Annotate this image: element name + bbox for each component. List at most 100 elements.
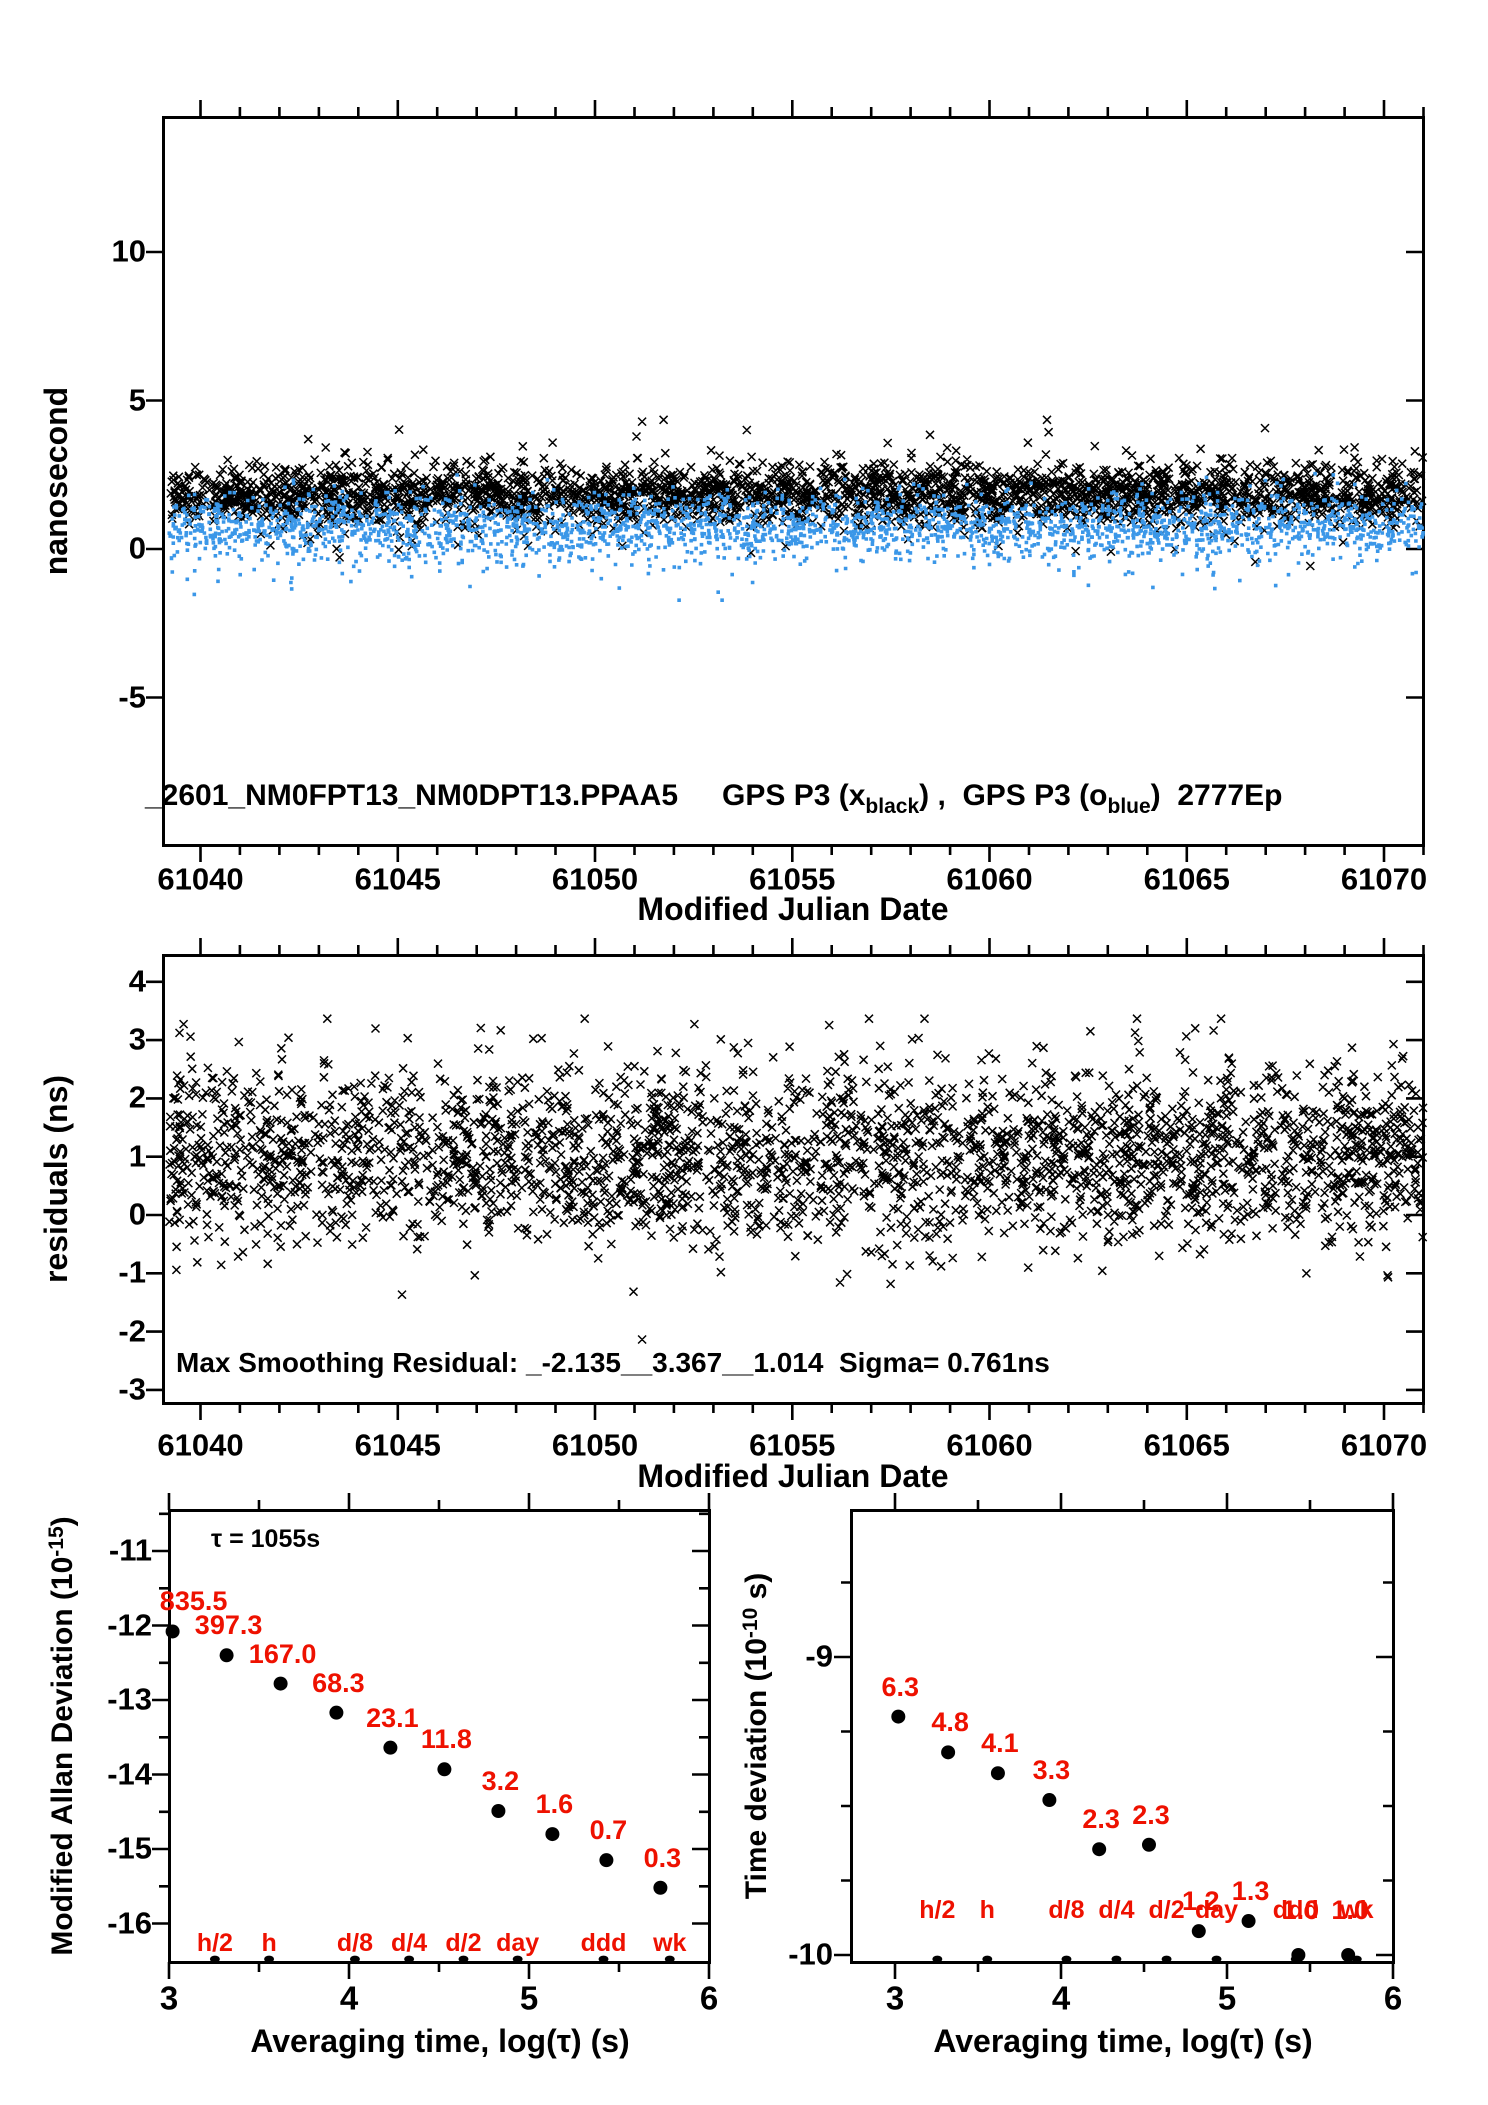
x-tick-label: 61055 bbox=[749, 861, 836, 897]
y-tick-label: -10 bbox=[788, 1936, 833, 1972]
y-tick-label: 4 bbox=[128, 963, 146, 999]
point-value-label: 4.8 bbox=[931, 1707, 969, 1738]
y-tick-label: 0 bbox=[128, 530, 146, 566]
x-tick-label: 61060 bbox=[946, 861, 1033, 897]
tdev-y-axis-title: Time deviation (10-10 s) bbox=[738, 1573, 773, 1900]
y-tick-label: 1 bbox=[128, 1138, 146, 1174]
y-tick-label: 10 bbox=[111, 233, 146, 269]
data-point bbox=[383, 1740, 398, 1755]
tau-marker-dot bbox=[349, 1955, 360, 1963]
tau-marker-label: h bbox=[979, 1895, 995, 1924]
data-point bbox=[1291, 1948, 1306, 1962]
tau-marker-label: ddd bbox=[580, 1928, 627, 1957]
tau-marker-label: d/4 bbox=[391, 1928, 428, 1957]
data-point bbox=[491, 1804, 506, 1819]
tau-marker-label: d/8 bbox=[1048, 1895, 1085, 1924]
y-tick-label: 5 bbox=[128, 382, 146, 418]
tau-marker-dot bbox=[264, 1955, 275, 1963]
data-point bbox=[437, 1762, 452, 1777]
y-tick-label: -1 bbox=[118, 1255, 146, 1291]
phase-title: _2601_NM0FPT13_NM0DPT13.PPAA5 GPS P3 (xbl… bbox=[145, 779, 1282, 818]
data-point bbox=[165, 1624, 180, 1639]
phase-y-axis-title: nanosecond bbox=[38, 386, 75, 576]
tau-marker-label: h/2 bbox=[919, 1895, 956, 1924]
point-value-label: 3.2 bbox=[481, 1765, 520, 1796]
axis-ticks bbox=[146, 100, 1425, 862]
y-tick-label: -13 bbox=[107, 1681, 152, 1717]
data-point bbox=[273, 1676, 288, 1691]
tau-marker-dot bbox=[209, 1955, 220, 1963]
tau-marker-label: d/2 bbox=[1148, 1895, 1185, 1924]
tau-marker-dot bbox=[404, 1955, 415, 1963]
point-value-label: 3.3 bbox=[1032, 1754, 1071, 1785]
mdev-y-title-close: ) bbox=[45, 1516, 79, 1527]
data-point bbox=[1042, 1793, 1057, 1808]
tdev-plot-area bbox=[849, 1508, 1395, 1964]
x-tick-label: 4 bbox=[339, 1979, 359, 2017]
mdev-tau-annotation: τ = 1055s bbox=[211, 1525, 321, 1553]
tdev-y-title-base: Time deviation (10 bbox=[739, 1638, 773, 1900]
x-tick-label: 61060 bbox=[946, 1427, 1033, 1463]
x-tick-label: 5 bbox=[1217, 1979, 1237, 2017]
y-tick-label: -11 bbox=[108, 1532, 152, 1568]
data-point bbox=[990, 1766, 1005, 1781]
x-tick-label: 61070 bbox=[1340, 1427, 1428, 1463]
y-tick-label: 3 bbox=[128, 1021, 146, 1057]
y-tick-label: -15 bbox=[107, 1830, 152, 1866]
tdev-x-axis-title: Averaging time, log(τ) (s) bbox=[933, 2023, 1313, 2060]
y-tick-label: -12 bbox=[107, 1607, 152, 1643]
x-tick-label: 61065 bbox=[1143, 1427, 1230, 1463]
axis-ticks bbox=[146, 938, 1425, 1420]
tau-marker-label: wk bbox=[1340, 1895, 1374, 1924]
y-tick-label: -2 bbox=[118, 1313, 146, 1349]
tau-marker-dot bbox=[982, 1955, 993, 1963]
phase-x-axis-title: Modified Julian Date bbox=[637, 891, 949, 928]
tdev-y-title-sup: -10 bbox=[738, 1607, 762, 1639]
tau-marker-dot bbox=[1161, 1955, 1172, 1963]
x-tick-label: 61045 bbox=[354, 861, 441, 897]
tau-marker-label: h bbox=[261, 1928, 277, 1957]
phase-title-sub-black: black bbox=[865, 795, 920, 818]
point-value-label: 0.3 bbox=[643, 1842, 682, 1873]
point-value-label: 6.3 bbox=[881, 1671, 920, 1702]
y-tick-label: -9 bbox=[805, 1638, 833, 1674]
x-tick-label: 4 bbox=[1051, 1979, 1071, 2017]
tau-marker-label: d/2 bbox=[445, 1928, 482, 1957]
scatter-x-markers bbox=[164, 1014, 1428, 1345]
point-value-label: 1.2 bbox=[1181, 1885, 1220, 1916]
point-value-label: 1.0 bbox=[1331, 1894, 1369, 1925]
y-tick-label: -16 bbox=[107, 1905, 152, 1941]
data-point bbox=[1092, 1842, 1107, 1857]
point-value-label: 397.3 bbox=[194, 1610, 263, 1641]
axis-ticks bbox=[152, 1493, 711, 1979]
x-tick-label: 5 bbox=[519, 1979, 539, 2017]
data-point bbox=[219, 1648, 234, 1663]
point-value-label: 2.3 bbox=[1132, 1799, 1170, 1830]
mdev-y-title-base: Modified Allan Deviation (10 bbox=[45, 1556, 79, 1956]
x-tick-label: 6 bbox=[699, 1979, 719, 2017]
point-value-label: 1.3 bbox=[1231, 1875, 1270, 1906]
tau-marker-dot bbox=[458, 1955, 469, 1963]
point-value-label: 1.6 bbox=[535, 1788, 574, 1819]
tau-marker-dot bbox=[598, 1955, 609, 1963]
scatter-square-markers bbox=[167, 471, 1425, 602]
data-point bbox=[1141, 1837, 1156, 1852]
point-value-label: 1.0 bbox=[1281, 1894, 1320, 1925]
y-tick-label: 0 bbox=[128, 1196, 146, 1232]
x-tick-label: 61040 bbox=[157, 861, 244, 897]
point-value-label: 11.8 bbox=[420, 1724, 472, 1755]
point-value-label: 167.0 bbox=[248, 1638, 317, 1669]
x-tick-label: 3 bbox=[159, 1979, 179, 2017]
data-point bbox=[545, 1827, 560, 1842]
tau-marker-dot bbox=[1061, 1955, 1072, 1963]
x-tick-label: 3 bbox=[885, 1979, 905, 2017]
tau-marker-label: day bbox=[1194, 1895, 1239, 1924]
x-tick-label: 61045 bbox=[354, 1427, 441, 1463]
phase-title-series1: GPS P3 (x bbox=[722, 779, 866, 812]
point-value-label: 23.1 bbox=[366, 1702, 419, 1733]
phase-title-tail: ) 2777Ep bbox=[1150, 779, 1283, 812]
phase-title-file: _2601_NM0FPT13_NM0DPT13.PPAA5 bbox=[145, 779, 679, 812]
data-point bbox=[891, 1709, 906, 1724]
